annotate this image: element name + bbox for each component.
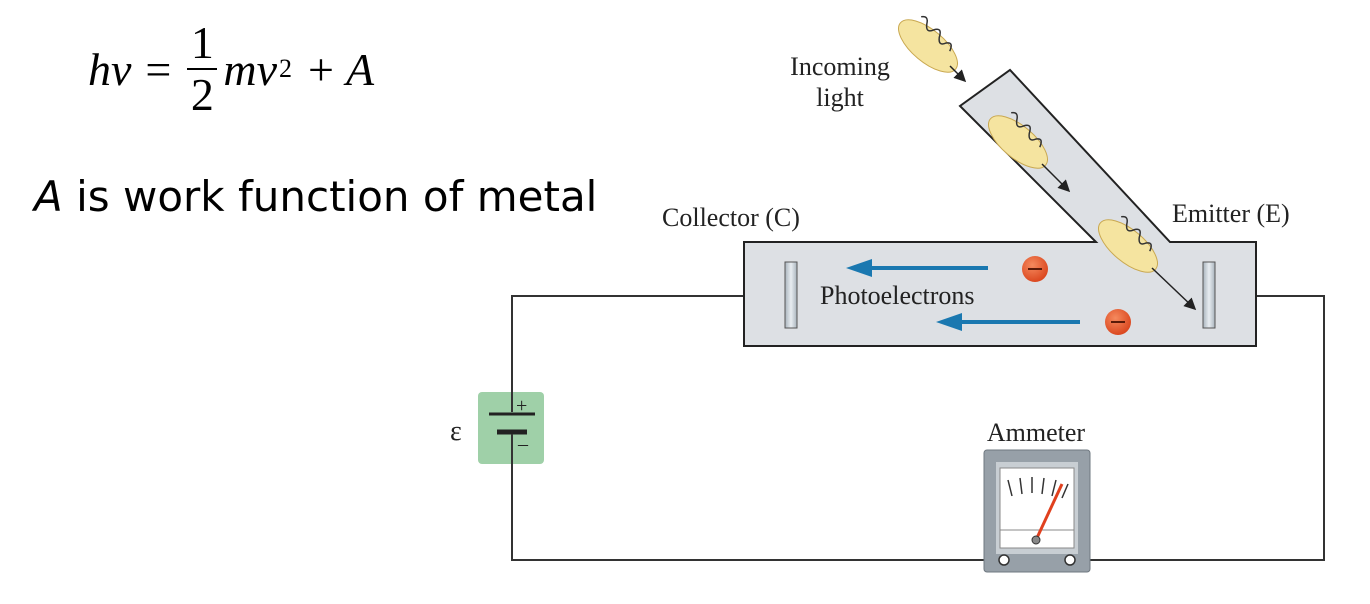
electron-arrow-lower: [936, 313, 1080, 331]
electron-arrow-upper: [846, 259, 988, 277]
photon-3: [1098, 215, 1197, 311]
collector-label: Collector (C): [662, 203, 800, 232]
incoming-light-label-line1: Incoming: [790, 52, 890, 81]
mass-symbol: m: [223, 43, 257, 95]
photon-1: [898, 15, 967, 83]
ammeter: [983, 449, 1091, 573]
battery: [478, 392, 544, 464]
battery-minus-label: –: [517, 433, 529, 455]
ammeter-label: Ammeter: [987, 418, 1086, 447]
velocity-symbol: v: [256, 43, 278, 95]
planck-constant-symbol: h: [88, 43, 111, 95]
fraction-numerator: 1: [190, 17, 214, 68]
work-function-note: A is work function of metal: [34, 172, 597, 221]
electron-lower: [1105, 309, 1131, 335]
one-half-fraction: 1 2: [187, 17, 218, 120]
emitter-plate: [1202, 261, 1216, 329]
collector-plate: [784, 261, 798, 329]
emitter-label: Emitter (E): [1172, 199, 1290, 228]
fraction-bar: [187, 68, 218, 70]
note-text: is work function of metal: [62, 172, 598, 221]
photon-2: [988, 111, 1071, 193]
frequency-symbol: ν: [111, 43, 132, 95]
photoelectrons-label: Photoelectrons: [820, 281, 975, 310]
note-symbol: A: [34, 172, 63, 221]
plus-sign: +: [308, 43, 334, 95]
exponent: 2: [279, 54, 293, 83]
equals-sign: =: [145, 43, 172, 95]
electron-upper: [1022, 256, 1048, 282]
incoming-light-label-line2: light: [816, 83, 864, 112]
fraction-denominator: 2: [190, 69, 214, 120]
battery-plus-label: +: [516, 395, 527, 417]
work-function-symbol: A: [345, 43, 375, 95]
emf-symbol: ε: [450, 416, 462, 447]
